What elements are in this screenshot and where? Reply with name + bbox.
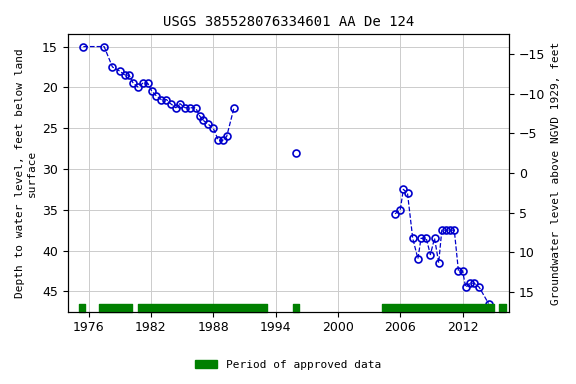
Y-axis label: Groundwater level above NGVD 1929, feet: Groundwater level above NGVD 1929, feet <box>551 41 561 305</box>
Legend: Period of approved data: Period of approved data <box>191 356 385 375</box>
Y-axis label: Depth to water level, feet below land
surface: Depth to water level, feet below land su… <box>15 48 37 298</box>
Title: USGS 385528076334601 AA De 124: USGS 385528076334601 AA De 124 <box>163 15 414 29</box>
